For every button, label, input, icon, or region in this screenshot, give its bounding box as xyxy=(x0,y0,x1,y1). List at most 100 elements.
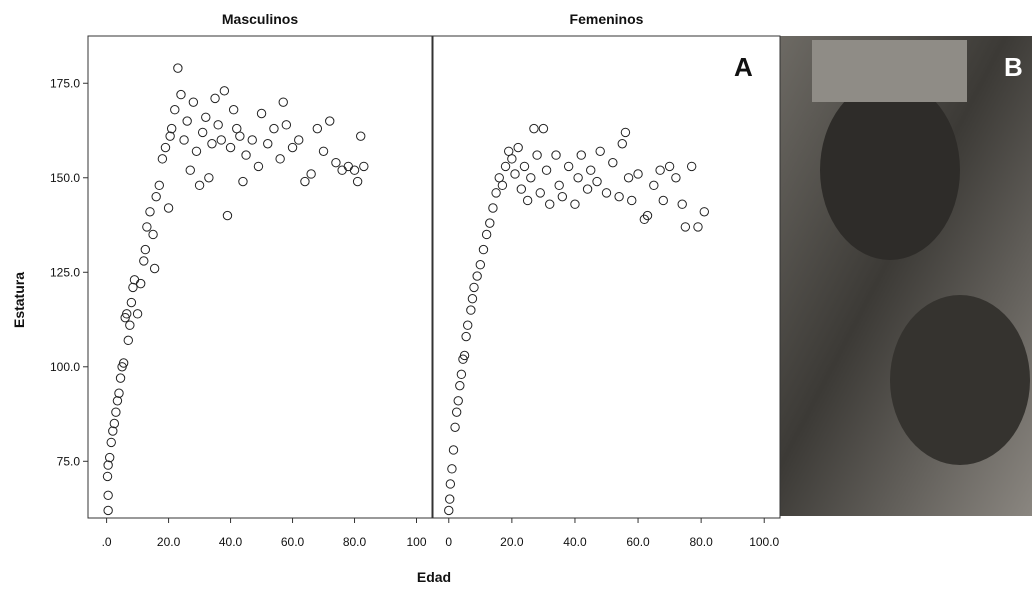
point xyxy=(194,180,205,191)
point xyxy=(115,373,126,383)
point xyxy=(463,320,473,330)
point xyxy=(247,135,257,145)
point xyxy=(573,173,583,183)
point xyxy=(278,97,288,107)
point xyxy=(222,210,233,221)
point xyxy=(207,139,217,149)
point xyxy=(241,150,251,160)
point xyxy=(225,142,236,153)
point xyxy=(456,369,467,380)
point xyxy=(142,222,152,232)
point xyxy=(128,282,138,293)
point xyxy=(455,380,465,391)
point xyxy=(170,105,180,115)
point xyxy=(529,123,539,134)
point xyxy=(173,63,183,73)
point xyxy=(658,195,668,206)
point xyxy=(312,123,323,134)
x-tick-label: 60.0 xyxy=(626,535,650,549)
point xyxy=(491,188,501,198)
point xyxy=(197,127,208,138)
point xyxy=(325,116,335,126)
x-tick-label: .0 xyxy=(102,535,112,549)
point xyxy=(510,169,520,179)
point xyxy=(106,437,116,448)
panel-title: Femeninos xyxy=(570,11,644,27)
point xyxy=(586,165,596,175)
point xyxy=(191,146,202,157)
point xyxy=(475,260,486,270)
point xyxy=(287,142,298,153)
point xyxy=(699,207,709,217)
point xyxy=(256,108,267,119)
point xyxy=(451,407,462,417)
point xyxy=(614,191,624,202)
point xyxy=(576,150,586,160)
point xyxy=(693,222,703,232)
point xyxy=(467,294,478,304)
point xyxy=(664,161,675,172)
point xyxy=(601,188,612,198)
point xyxy=(488,203,498,213)
x-tick-label: 60.0 xyxy=(281,535,305,549)
point xyxy=(148,229,158,240)
panel-title: Masculinos xyxy=(222,11,298,27)
point xyxy=(337,165,347,175)
x-tick-label: 80.0 xyxy=(689,535,713,549)
point xyxy=(160,142,171,153)
point xyxy=(135,278,146,289)
point xyxy=(123,335,133,346)
x-tick-label: 40.0 xyxy=(219,535,243,549)
point xyxy=(176,89,186,100)
x-tick-label: 80.0 xyxy=(343,535,367,549)
y-tick-label: 175.0 xyxy=(50,76,80,90)
plot-frame xyxy=(432,35,781,519)
point xyxy=(481,229,492,240)
point xyxy=(680,222,691,232)
point xyxy=(469,282,479,293)
point xyxy=(104,452,115,463)
point xyxy=(111,407,121,417)
point xyxy=(102,471,113,482)
point xyxy=(563,161,574,172)
x-tick-label: 20.0 xyxy=(500,535,524,549)
point xyxy=(592,176,602,187)
plot-frame xyxy=(87,35,433,519)
point xyxy=(179,135,189,145)
point xyxy=(213,120,223,130)
point xyxy=(269,123,279,134)
point xyxy=(103,460,113,470)
y-axis-label: Estatura xyxy=(11,272,27,328)
panel-label: A xyxy=(734,52,753,82)
point xyxy=(532,150,542,160)
y-tick-label: 125.0 xyxy=(50,265,80,279)
panel-label: B xyxy=(1004,52,1023,82)
point xyxy=(331,157,341,168)
point xyxy=(445,479,456,489)
point xyxy=(238,176,248,187)
point xyxy=(163,203,174,213)
point xyxy=(649,180,659,191)
point xyxy=(210,93,220,104)
x-axis-label: Edad xyxy=(417,569,451,585)
point xyxy=(627,195,637,206)
point xyxy=(343,161,354,172)
photo-headwrap xyxy=(812,40,967,102)
point xyxy=(165,131,175,141)
point xyxy=(557,191,568,202)
point xyxy=(595,146,605,157)
point xyxy=(513,142,523,153)
y-tick-label: 150.0 xyxy=(50,171,80,185)
point xyxy=(201,112,211,122)
point xyxy=(253,161,264,172)
y-tick-label: 75.0 xyxy=(57,454,81,468)
photo-figure xyxy=(820,80,960,260)
point xyxy=(516,184,527,194)
point xyxy=(686,161,697,172)
point xyxy=(349,165,360,175)
y-tick-label: 100.0 xyxy=(50,360,80,374)
point xyxy=(129,275,140,285)
point xyxy=(318,146,329,157)
point xyxy=(126,297,137,308)
point xyxy=(478,244,489,255)
